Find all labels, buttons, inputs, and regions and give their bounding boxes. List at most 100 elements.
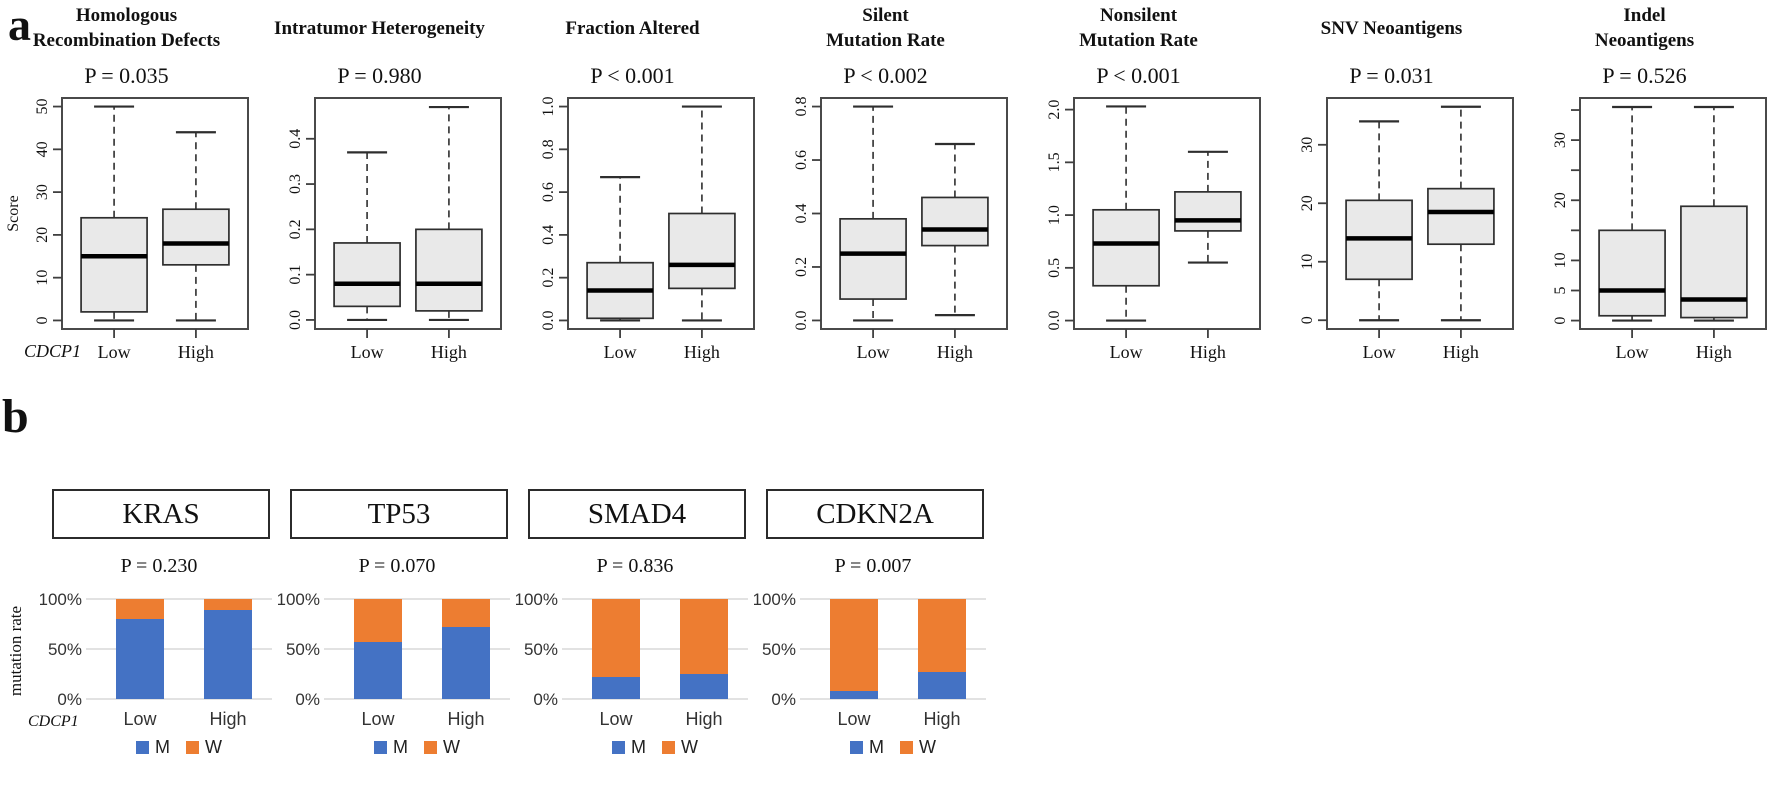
y-tick-label: 50	[34, 99, 51, 115]
p-value-label: P = 0.035	[84, 63, 169, 88]
p-value-label: P < 0.002	[843, 63, 928, 88]
gene-chart-cdkn2a: CDKN2A P = 0.007 0% 50% 100% Low High M W	[754, 489, 992, 758]
boxplot-canvas-silent-mutation-rate: 0.0 0.2 0.4 0.6 0.8 Low High	[793, 97, 1008, 362]
category-label: Low	[604, 342, 637, 362]
category-label: High	[684, 342, 720, 362]
legend-swatch-m	[374, 741, 387, 754]
bar-mutant	[830, 691, 878, 699]
percent-tick-label: 0%	[57, 690, 82, 709]
y-tick-label: 0.4	[287, 129, 304, 149]
p-value-label: P = 0.526	[1602, 63, 1687, 88]
panel-b-label: b	[2, 390, 29, 443]
panel-b: b mutation rate KRAS P = 0.230 0% 50% 100% Lo…	[0, 393, 1772, 787]
barchart-canvas-smad4: 0% 50% 100% Low High	[516, 590, 748, 729]
legend-label: M	[393, 737, 408, 757]
category-label: Low	[837, 709, 871, 729]
p-value-label: P = 0.007	[834, 555, 912, 577]
legend-label: M	[631, 737, 646, 757]
y-tick-label: 0.2	[793, 257, 810, 277]
bar-wildtype	[354, 599, 402, 642]
y-tick-label: 0.0	[793, 310, 810, 330]
category-label: High	[178, 342, 214, 362]
percent-tick-label: 0%	[771, 690, 796, 709]
box-high	[921, 196, 989, 247]
y-tick-label: 20	[34, 227, 51, 243]
y-tick-label: 10	[34, 270, 51, 286]
category-label: High	[431, 342, 467, 362]
boxplot-title-line: Mutation Rate	[1079, 30, 1198, 51]
y-tick-label: 0.8	[793, 97, 810, 117]
boxplot-homologous-recombination-defects: Homologous Recombination Defects P = 0.035…	[0, 0, 253, 380]
bar-wildtype	[116, 599, 164, 619]
gene-name-box: KRAS	[52, 489, 270, 539]
legend-entry-m: M	[612, 737, 646, 758]
boxplot-title-line: Silent	[862, 5, 909, 27]
y-tick-label: 0.1	[287, 265, 304, 285]
y-tick-label: 20	[1552, 192, 1569, 208]
box-low	[333, 242, 401, 308]
boxplot-title-line: Neoantigens	[1594, 30, 1695, 51]
percent-tick-label: 0%	[533, 690, 558, 709]
y-tick-label: 0.0	[1046, 311, 1063, 331]
p-value-label: P = 0.980	[337, 63, 422, 88]
y-tick-label: 0.8	[540, 139, 557, 159]
gene-chart-tp53: TP53 P = 0.070 0% 50% 100% Low High M W	[278, 489, 516, 758]
panel-b-barchart-row: KRAS P = 0.230 0% 50% 100% Low High M W TP53 P = 0…	[40, 489, 992, 758]
percent-tick-label: 50%	[286, 640, 320, 659]
boxplot-snv-neoantigens: SNV Neoantigens P = 0.031 0 10 20 30 Low High	[1265, 0, 1518, 380]
box-high	[415, 228, 483, 312]
legend-label: W	[443, 737, 460, 757]
category-label: High	[1190, 342, 1226, 362]
bar-mutant	[354, 642, 402, 699]
percent-tick-label: 100%	[754, 590, 796, 609]
box-high	[1427, 187, 1495, 246]
y-tick-label: 40	[34, 141, 51, 157]
boxplot-intratumor-heterogeneity: Intratumor Heterogeneity P = 0.980 0.0 0.1 0…	[253, 0, 506, 380]
category-label: High	[447, 709, 484, 729]
boxplot-title: Nonsilent Mutation Rate	[1079, 0, 1198, 58]
category-label: High	[209, 709, 246, 729]
boxplot-fraction-altered: Fraction Altered P < 0.001 0.0 0.2 0.4 0.6 0.8…	[506, 0, 759, 380]
barchart-canvas-kras: 0% 50% 100% Low High	[40, 590, 272, 729]
cdcp1-row-label-panel-a: CDCP1	[24, 341, 82, 361]
y-tick-label: 0.4	[540, 225, 557, 245]
boxplot-title-line: Nonsilent	[1099, 5, 1178, 27]
y-tick-label: 0.3	[287, 174, 304, 194]
bar-wildtype	[204, 599, 252, 610]
box-high	[162, 208, 230, 266]
legend-label: M	[155, 737, 170, 757]
legend-entry-w: W	[900, 737, 936, 758]
category-label: Low	[123, 709, 157, 729]
legend-swatch-m	[136, 741, 149, 754]
mutation-rate-axis-label: mutation rate	[6, 605, 25, 697]
y-tick-label: 0.0	[287, 310, 304, 330]
box-high	[1174, 191, 1242, 232]
legend-entry-w: W	[662, 737, 698, 758]
y-tick-label: 0	[34, 316, 51, 324]
panel-a-label: a	[8, 0, 31, 50]
boxplot-canvas-snv-neoantigens: 0 10 20 30 Low High	[1299, 97, 1514, 362]
barchart-canvas-cdkn2a: 0% 50% 100% Low High	[754, 590, 986, 729]
p-value-label: P = 0.070	[358, 555, 436, 577]
y-tick-label: 0	[1552, 317, 1569, 325]
boxplot-title-line: SNV Neoantigens	[1320, 17, 1463, 39]
gene-chart-kras: KRAS P = 0.230 0% 50% 100% Low High M W	[40, 489, 278, 758]
y-tick-label: 1.0	[540, 97, 557, 117]
boxplot-title-line: Homologous	[75, 5, 178, 27]
bar-wildtype	[442, 599, 490, 627]
box-low	[1092, 208, 1160, 287]
boxplot-indel-neoantigens: Indel Neoantigens P = 0.526 0 5 10 20 30 Low High	[1518, 0, 1771, 380]
boxplot-title: Silent Mutation Rate	[826, 0, 945, 58]
p-value-label: P = 0.230	[120, 555, 198, 577]
bar-wildtype	[680, 599, 728, 674]
category-label: Low	[1363, 342, 1396, 362]
legend-entry-m: M	[136, 737, 170, 758]
percent-tick-label: 100%	[278, 590, 320, 609]
boxplot-title: Homologous Recombination Defects	[33, 0, 220, 58]
bar-mutant	[680, 674, 728, 699]
category-label: Low	[1110, 342, 1143, 362]
boxplot-title: SNV Neoantigens	[1321, 0, 1463, 58]
boxplot-canvas-intratumor-heterogeneity: 0.0 0.1 0.2 0.3 0.4 Low High	[287, 97, 502, 362]
legend-entry-w: W	[186, 737, 222, 758]
